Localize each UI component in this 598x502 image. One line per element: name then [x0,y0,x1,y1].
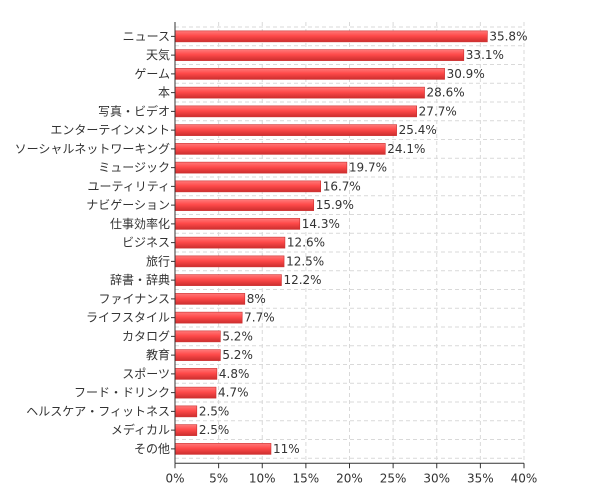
bar [174,30,488,43]
x-tick-label: 0% [165,471,184,485]
axes [171,22,525,469]
bar-value-label: 30.9% [447,67,485,81]
bar [174,330,221,343]
bar-value-label: 8% [247,292,266,306]
x-tick-label: 5% [209,471,228,485]
bars [174,30,488,455]
bar [174,124,397,136]
bar [174,143,386,155]
bar-value-label: 15.9% [316,198,354,212]
x-tick-label: 20% [336,471,363,485]
bar [174,86,425,99]
category-label: ニュース [123,29,170,43]
bar-value-label: 25.4% [399,123,437,137]
x-tick-label: 10% [249,471,276,485]
bar [174,405,198,418]
bar [174,236,286,249]
bar-value-label: 11% [273,442,300,456]
bar-value-label: 19.7% [349,161,387,175]
bar [174,293,246,305]
bar-value-label: 12.5% [286,254,324,268]
bar-value-label: 28.6% [427,86,465,100]
bar [174,274,282,286]
category-label: ライフスタイル [86,311,170,325]
bar [174,311,243,324]
bar-value-label: 5.2% [222,348,253,362]
bar-value-label: 2.5% [199,404,230,418]
bar-value-label: 7.7% [244,311,275,325]
bar [174,161,348,174]
category-label: 本 [158,86,170,100]
category-label: 教育 [146,347,170,362]
bar-value-label: 4.7% [218,386,249,400]
x-tick-label: 25% [380,471,407,485]
category-label: 仕事効率化 [110,216,170,231]
bar-value-label: 27.7% [419,104,457,118]
bar-value-label: 14.3% [302,217,340,231]
category-label: カタログ [122,329,170,343]
bar [174,255,285,268]
category-label: ナビゲーション [86,198,170,212]
category-label: フード・ドリンク [74,386,170,400]
bar [174,199,315,211]
bar [174,368,218,380]
category-label: 旅行 [146,254,170,268]
bar-value-label: 12.2% [283,273,321,287]
labels: 35.8% ニュース 33.1% 天気 30.9% ゲーム 28.6% 本 27.7% 写真・ビデ… [15,29,538,485]
bar-value-label: 2.5% [199,423,230,437]
bar [174,105,417,118]
bar [174,349,221,361]
bar [174,218,301,230]
x-tick-label: 15% [293,471,320,485]
bar-value-label: 4.8% [219,367,250,381]
category-label: ミュージック [98,161,170,175]
bar-value-label: 12.6% [287,236,325,250]
category-label: エンターテインメント [50,123,170,137]
bar [174,68,445,80]
bar-value-label: 33.1% [466,48,504,62]
bar [174,443,272,455]
category-label: ビジネス [122,236,170,250]
grid-lines [175,22,525,464]
x-tick-label: 35% [467,471,494,485]
category-label: メディカル [111,422,170,437]
x-tick-label: 30% [423,471,450,485]
bar [174,180,322,193]
category-label: ユーティリティ [87,179,170,193]
category-label: その他 [134,442,170,456]
bar-value-label: 35.8% [489,29,527,43]
category-label: 天気 [146,47,170,62]
bar-value-label: 24.1% [387,142,425,156]
category-label: ゲーム [134,67,170,81]
x-tick-label: 40% [511,471,538,485]
bar [174,386,217,399]
category-label: 写真・ビデオ [98,103,170,118]
category-label: ソーシャルネットワーキング [15,142,170,156]
category-label: ヘルスケア・フィットネス [26,404,170,418]
category-label: 辞書・辞典 [110,272,170,287]
category-label: ファイナンス [98,292,170,306]
bar [174,424,198,436]
category-label: スポーツ [122,367,170,381]
bar-value-label: 5.2% [222,329,253,343]
bar-value-label: 16.7% [323,179,361,193]
bar [174,49,465,61]
